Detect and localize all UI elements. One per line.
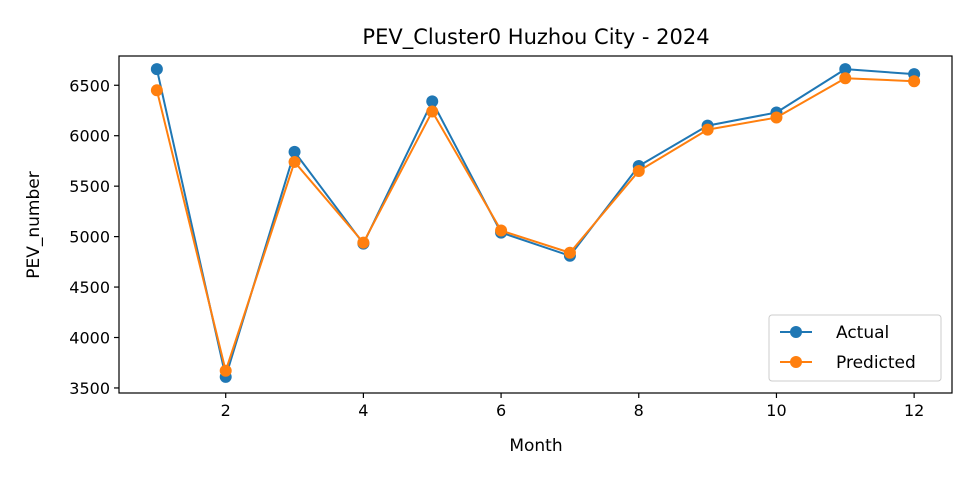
legend-label-predicted: Predicted (836, 353, 916, 373)
data-point-predicted (219, 364, 232, 377)
data-point-actual (150, 63, 163, 76)
data-point-predicted (632, 165, 645, 178)
data-point-predicted (288, 155, 301, 168)
y-tick-label: 6500 (69, 76, 110, 95)
data-point-actual (288, 145, 301, 158)
legend-marker-actual (790, 326, 802, 338)
legend: Actual Predicted (768, 314, 942, 382)
series-line-predicted (155, 77, 915, 372)
y-tick-label: 6000 (69, 127, 110, 146)
series-layer (150, 63, 921, 383)
data-point-predicted (770, 111, 783, 124)
chart-title: PEV_Cluster0 Huzhou City - 2024 (362, 25, 709, 50)
x-tick-label: 2 (221, 401, 231, 420)
legend-label-actual: Actual (836, 323, 889, 343)
series-line-actual (155, 68, 915, 378)
y-tick-label: 5500 (69, 177, 110, 196)
data-point-predicted (495, 224, 508, 237)
plot-frame (118, 55, 953, 394)
series-predicted (150, 72, 921, 377)
y-axis-label: PEV_number (24, 171, 44, 278)
x-tick-label: 10 (766, 401, 786, 420)
x-tick-label: 8 (634, 401, 644, 420)
data-point-predicted (357, 236, 370, 249)
data-point-predicted (701, 123, 714, 136)
axis-ticks: 2 4 6 8 10 12 3500 4000 4500 5000 5500 6000 6500 (69, 76, 924, 420)
data-point-actual (426, 95, 439, 108)
data-point-predicted (908, 75, 921, 88)
x-tick-label: 12 (904, 401, 924, 420)
data-point-predicted (839, 72, 852, 85)
data-point-predicted (150, 84, 163, 97)
data-point-actual (839, 63, 852, 76)
y-tick-label: 3500 (69, 379, 110, 398)
data-point-predicted (563, 246, 576, 259)
legend-marker-predicted (790, 356, 802, 368)
data-point-predicted (426, 105, 439, 118)
y-tick-label: 4000 (69, 329, 110, 348)
x-axis-label: Month (509, 436, 562, 456)
y-tick-label: 5000 (69, 228, 110, 247)
x-tick-label: 6 (496, 401, 506, 420)
y-tick-label: 4500 (69, 278, 110, 297)
x-tick-label: 4 (358, 401, 368, 420)
